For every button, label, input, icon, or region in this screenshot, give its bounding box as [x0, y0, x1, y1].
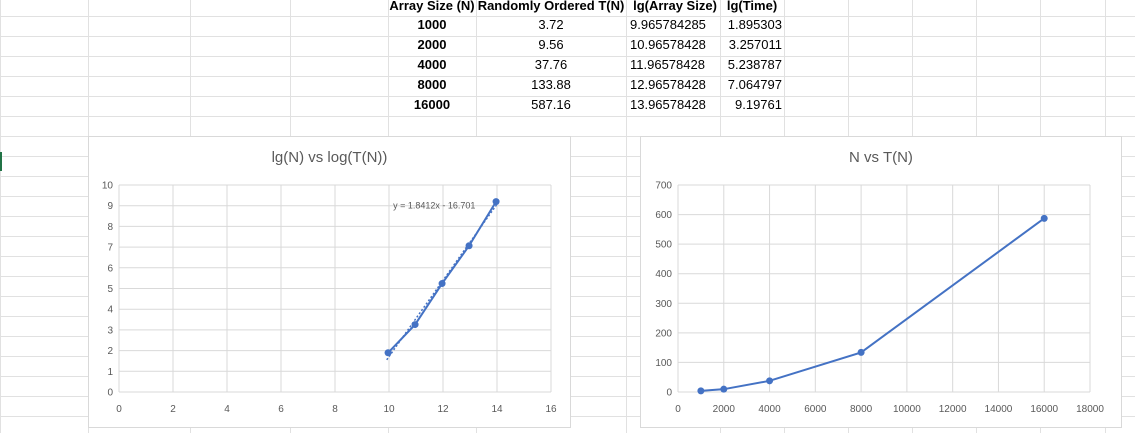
- cell-lg-array-size[interactable]: 11.96578428: [630, 57, 705, 72]
- cell-time[interactable]: 9.56: [538, 37, 564, 52]
- cell-lg-array-size[interactable]: 9.965784285: [630, 17, 706, 32]
- header-randomly-ordered-time[interactable]: Randomly Ordered T(N): [477, 0, 625, 13]
- x-tick-label: 2000: [713, 404, 736, 415]
- data-point: [465, 242, 473, 250]
- cell-time[interactable]: 37.76: [534, 57, 568, 72]
- y-tick-label: 7: [107, 243, 113, 254]
- cell-array-size[interactable]: 4000: [417, 57, 447, 72]
- cell-array-size[interactable]: 16000: [413, 97, 451, 112]
- y-tick-label: 300: [655, 299, 672, 310]
- data-point: [411, 321, 419, 329]
- x-tick-label: 14: [491, 404, 503, 415]
- y-tick-label: 500: [655, 240, 672, 251]
- data-point: [384, 349, 392, 357]
- x-tick-label: 18000: [1076, 404, 1104, 415]
- y-tick-label: 0: [107, 388, 113, 399]
- x-tick-label: 6: [278, 404, 284, 415]
- header-array-size[interactable]: Array Size (N): [389, 0, 475, 13]
- cell-lg-time[interactable]: 9.19761: [735, 97, 782, 112]
- x-tick-label: 0: [675, 404, 681, 415]
- y-tick-label: 10: [102, 181, 114, 192]
- x-tick-label: 4000: [758, 404, 781, 415]
- y-tick-label: 200: [655, 328, 672, 339]
- y-tick-label: 3: [107, 325, 113, 336]
- cell-lg-time[interactable]: 7.064797: [727, 77, 782, 92]
- y-tick-label: 4: [107, 305, 113, 316]
- x-tick-label: 12000: [939, 404, 967, 415]
- y-tick-label: 100: [655, 358, 672, 369]
- header-lg-array-size[interactable]: lg(Array Size): [633, 0, 717, 13]
- y-tick-label: 2: [107, 346, 113, 357]
- cell-lg-array-size[interactable]: 10.96578428: [630, 37, 706, 52]
- x-tick-label: 14000: [985, 404, 1013, 415]
- x-tick-label: 4: [224, 404, 230, 415]
- x-tick-label: 10: [383, 404, 395, 415]
- cell-lg-array-size[interactable]: 12.96578428: [630, 77, 706, 92]
- y-tick-label: 0: [666, 388, 672, 399]
- cell-time[interactable]: 587.16: [531, 97, 571, 112]
- data-point: [857, 348, 865, 356]
- y-tick-label: 5: [107, 284, 113, 295]
- cell-array-size[interactable]: 2000: [417, 37, 447, 52]
- x-tick-label: 6000: [804, 404, 827, 415]
- y-tick-label: 9: [107, 201, 113, 212]
- x-tick-label: 10000: [893, 404, 921, 415]
- x-tick-label: 2: [170, 404, 176, 415]
- data-point: [438, 280, 446, 288]
- y-tick-label: 700: [655, 181, 672, 192]
- data-point: [492, 198, 500, 206]
- trendline-equation-label: y = 1.8412x - 16.701: [393, 201, 475, 211]
- cell-array-size[interactable]: 8000: [417, 77, 447, 92]
- cell-lg-array-size[interactable]: 13.96578428: [630, 97, 706, 112]
- chart-n-vs-tn[interactable]: N vs T(N) 0 100 200 300 400 500 600 700 0 2000 400…: [640, 136, 1122, 428]
- data-point: [766, 377, 774, 385]
- y-tick-label: 6: [107, 263, 113, 274]
- cell-lg-time[interactable]: 5.238787: [727, 57, 782, 72]
- y-tick-label: 1: [107, 367, 113, 378]
- x-tick-label: 16: [545, 404, 557, 415]
- x-tick-label: 0: [116, 404, 122, 415]
- row-selection-marker: [0, 152, 2, 171]
- header-lg-time[interactable]: lg(Time): [726, 0, 778, 13]
- y-tick-label: 8: [107, 222, 113, 233]
- y-tick-label: 400: [655, 269, 672, 280]
- chart-lgn-vs-logtn[interactable]: lg(N) vs log(T(N)) 0 1 2 3 4 5 6 7 8 9 10 0 2 4 6 8 10 12…: [88, 136, 571, 428]
- data-point: [1040, 214, 1048, 222]
- y-tick-label: 600: [655, 210, 672, 221]
- cell-lg-time[interactable]: 1.895303: [727, 17, 782, 32]
- chart-plot-area: 0 100 200 300 400 500 600 700 0 2000 4000 6000 8000 1…: [655, 181, 1104, 416]
- x-tick-label: 8: [332, 404, 338, 415]
- chart-title: lg(N) vs log(T(N)): [271, 149, 388, 166]
- cell-lg-time[interactable]: 3.257011: [728, 37, 782, 52]
- x-tick-label: 8000: [850, 404, 873, 415]
- x-tick-label: 12: [437, 404, 449, 415]
- cell-time[interactable]: 133.88: [531, 77, 571, 92]
- data-point: [720, 385, 728, 393]
- cell-time[interactable]: 3.72: [538, 17, 564, 32]
- x-tick-label: 16000: [1030, 404, 1058, 415]
- chart-title: N vs T(N): [849, 149, 913, 166]
- data-point: [697, 387, 705, 395]
- cell-array-size[interactable]: 1000: [417, 17, 447, 32]
